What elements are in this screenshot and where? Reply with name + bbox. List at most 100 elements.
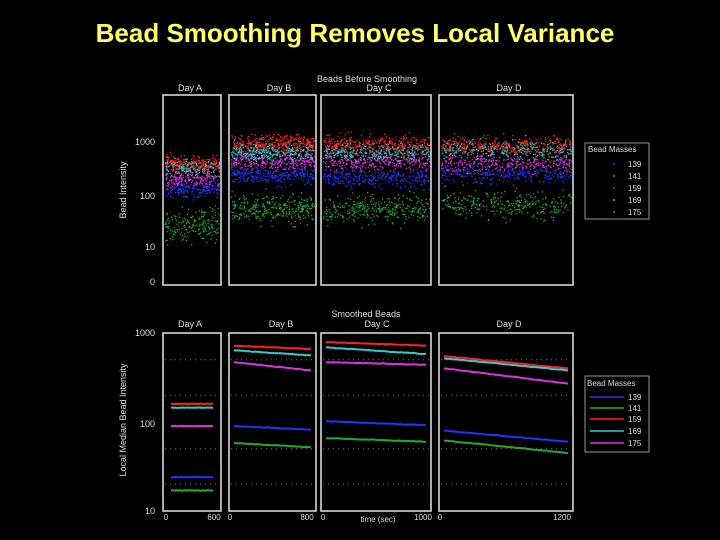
point-141 [262,203,265,205]
point-175 [526,167,528,169]
point-169 [520,151,523,154]
point-139 [423,183,426,185]
point-175 [552,160,554,162]
point-175 [523,162,525,164]
point-139 [419,176,421,179]
point-139 [546,168,548,170]
point-141 [199,224,201,226]
point-169 [394,151,396,153]
point-169 [193,165,195,167]
point-139 [474,178,476,180]
point-141 [187,221,190,223]
point-139 [193,187,195,189]
point-139 [300,176,303,178]
point-139 [411,179,414,181]
point-175 [559,164,561,166]
point-169 [359,148,362,151]
point-139 [170,190,172,192]
point-159 [194,168,196,170]
point-139 [249,172,251,174]
point-141 [492,196,495,199]
point-169 [482,153,484,155]
point-141 [380,209,382,211]
point-175 [480,158,482,160]
point-159 [166,167,168,169]
point-141 [337,205,339,208]
point-139 [179,188,181,190]
point-141 [265,196,268,198]
point-169 [172,168,175,170]
point-141 [421,214,424,216]
point-169 [568,153,570,155]
point-141 [529,206,531,208]
point-141 [288,202,290,204]
point-175 [248,159,250,161]
point-159 [273,145,276,147]
point-141 [191,244,193,246]
point-141 [235,215,237,217]
point-141 [273,197,275,199]
point-139 [284,174,286,177]
point-169 [557,155,559,157]
point-169 [472,138,474,140]
point-175 [367,167,369,169]
point-159 [286,134,288,136]
point-141 [215,221,218,223]
point-139 [543,177,545,179]
point-175 [176,177,179,179]
point-141 [536,212,538,214]
point-141 [255,211,257,213]
point-139 [165,184,167,187]
point-175 [300,157,303,160]
point-141 [494,213,496,215]
point-141 [358,207,360,209]
point-139 [302,172,304,174]
point-159 [262,142,264,145]
point-159 [306,139,308,141]
point-175 [342,162,344,165]
point-175 [405,167,408,170]
point-159 [196,155,199,158]
point-141 [175,216,177,218]
point-141 [255,216,257,218]
point-139 [310,173,312,175]
point-175 [305,160,307,162]
point-141 [493,192,496,195]
point-141 [172,239,174,241]
point-175 [536,159,538,161]
point-141 [301,210,303,212]
point-175 [455,169,457,171]
point-169 [269,152,271,155]
point-141 [524,200,526,202]
point-141 [507,201,509,203]
point-175 [474,157,476,159]
point-139 [475,165,478,167]
point-141 [213,209,215,211]
point-139 [406,181,408,183]
point-141 [182,235,184,237]
point-169 [194,170,196,172]
point-175 [332,159,334,161]
point-169 [352,152,354,154]
point-141 [278,214,280,216]
point-175 [560,160,562,162]
point-169 [491,152,493,154]
point-139 [186,190,188,192]
point-141 [301,208,303,210]
point-139 [255,171,257,173]
point-175 [302,158,304,160]
point-141 [332,201,335,203]
point-139 [393,172,395,174]
point-159 [374,140,376,142]
point-175 [520,163,522,165]
point-169 [267,155,269,158]
point-159 [234,144,236,146]
point-175 [411,161,413,163]
point-139 [369,179,371,181]
point-175 [345,158,347,160]
point-141 [351,214,353,216]
point-141 [173,226,175,228]
point-139 [472,168,475,170]
point-169 [385,150,388,152]
point-169 [252,153,255,156]
